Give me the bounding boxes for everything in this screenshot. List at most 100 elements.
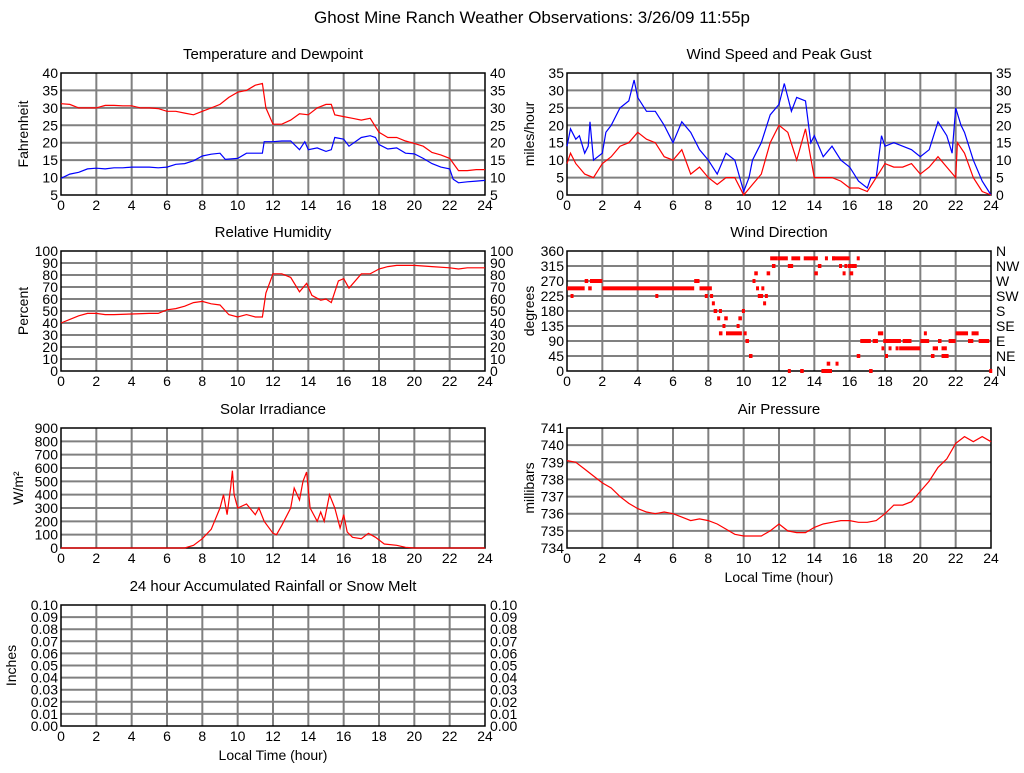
- x-tick-label: 8: [198, 373, 206, 389]
- y-tick-label: 90: [548, 333, 564, 349]
- y-tick-label-right: 5: [490, 187, 498, 203]
- compass-label: S: [996, 303, 1005, 319]
- y-tick-label: 70: [42, 279, 58, 295]
- x-tick-label: 20: [407, 373, 423, 389]
- y-tick-label-right: 60: [490, 291, 506, 307]
- wind-direction-mark: [844, 264, 848, 268]
- x-tick-label: 4: [128, 373, 136, 389]
- x-tick-label: 16: [842, 373, 858, 389]
- y-axis-label: Fahrenheit: [15, 100, 31, 167]
- wind-direction-mark: [748, 354, 753, 358]
- y-tick-label: 10: [548, 152, 564, 168]
- y-axis-label: Percent: [15, 287, 31, 335]
- x-tick-label: 24: [477, 728, 493, 744]
- x-tick-label: 14: [807, 373, 823, 389]
- y-tick-label: 45: [548, 348, 564, 364]
- wind-direction-mark: [711, 301, 715, 306]
- wind-direction-mark: [724, 316, 728, 321]
- y-tick-label-right: 100: [490, 243, 514, 259]
- wind-direction-mark: [847, 264, 852, 268]
- wind-direction-mark: [849, 271, 854, 276]
- wind-direction-mark: [756, 286, 760, 291]
- wind-direction-mark: [761, 286, 765, 291]
- wind-direction-mark: [885, 354, 888, 358]
- x-tick-label: 18: [371, 197, 387, 213]
- wind-direction-mark: [877, 331, 884, 336]
- wind-direction-mark: [941, 346, 947, 351]
- compass-label: NE: [996, 348, 1015, 364]
- y-tick-label-right: 0.04: [490, 670, 517, 686]
- x-tick-label: 20: [913, 197, 929, 213]
- y-tick-label: 0.05: [31, 658, 58, 674]
- y-tick-label: 30: [42, 327, 58, 343]
- x-tick-label: 0: [57, 197, 65, 213]
- y-tick-label: 80: [42, 267, 58, 283]
- series-line-1: [60, 135, 486, 184]
- wind-direction-mark: [839, 264, 843, 268]
- x-tick-label: 18: [371, 550, 387, 566]
- y-tick-label: 500: [35, 473, 59, 489]
- x-tick-label: 2: [598, 197, 606, 213]
- wind-direction-mark: [923, 331, 927, 336]
- plot-frame: [566, 250, 992, 372]
- wind-direction-mark: [872, 339, 878, 343]
- x-tick-label: 0: [57, 550, 65, 566]
- x-tick-label: 4: [634, 197, 642, 213]
- y-tick-label: 15: [548, 135, 564, 151]
- y-tick-label: 0.09: [31, 609, 58, 625]
- wind-direction-mark: [741, 309, 745, 313]
- x-tick-label: 8: [704, 550, 712, 566]
- y-axis-label: degrees: [521, 286, 537, 337]
- y-tick-label-right: 0: [490, 363, 498, 379]
- y-tick-label: 0.06: [31, 645, 58, 661]
- x-tick-label: 12: [265, 197, 281, 213]
- y-tick-label: 100: [35, 527, 59, 543]
- chart-title: Relative Humidity: [215, 224, 332, 241]
- x-tick-label: 16: [842, 550, 858, 566]
- wind-direction-mark: [717, 316, 721, 321]
- x-tick-label: 0: [57, 728, 65, 744]
- y-tick-label-right: 10: [490, 170, 506, 186]
- wind-direction-mark: [971, 331, 979, 336]
- y-tick-label: 270: [541, 273, 565, 289]
- y-tick-label: 300: [35, 500, 59, 516]
- x-tick-label: 8: [198, 728, 206, 744]
- x-tick-label: 8: [704, 197, 712, 213]
- wind-direction-mark: [704, 294, 708, 298]
- y-tick-label: 0.00: [31, 718, 58, 734]
- y-tick-label-right: 15: [996, 135, 1012, 151]
- y-tick-label: 25: [42, 117, 58, 133]
- x-tick-label: 16: [336, 373, 352, 389]
- y-tick-label: 0.01: [31, 706, 58, 722]
- x-tick-label: 0: [57, 373, 65, 389]
- x-tick-label: 22: [442, 728, 458, 744]
- y-tick-label-right: 5: [996, 170, 1004, 186]
- y-tick-label: 15: [42, 152, 58, 168]
- x-tick-label: 14: [301, 550, 317, 566]
- wind-direction-mark: [699, 286, 712, 291]
- wind-direction-mark: [771, 264, 776, 268]
- wind-direction-mark: [968, 339, 974, 343]
- y-tick-label: 600: [35, 460, 59, 476]
- y-tick-label: 100: [35, 243, 59, 259]
- y-tick-label-right: 35: [490, 82, 506, 98]
- y-tick-label-right: 0.06: [490, 645, 517, 661]
- x-tick-label: 0: [563, 197, 571, 213]
- x-tick-label: 16: [336, 728, 352, 744]
- x-tick-label: 6: [163, 550, 171, 566]
- y-tick-label-right: 20: [490, 339, 506, 355]
- y-tick-label-right: 0.07: [490, 633, 517, 649]
- wind-direction-mark: [948, 339, 956, 343]
- wind-direction-mark: [817, 264, 822, 268]
- wind-direction-mark: [881, 346, 885, 351]
- y-tick-label-right: 0.03: [490, 682, 517, 698]
- wind-direction-mark: [932, 346, 938, 351]
- y-tick-label: 60: [42, 291, 58, 307]
- y-tick-label-right: 0.05: [490, 658, 517, 674]
- wind-direction-mark: [888, 346, 892, 351]
- x-tick-label: 10: [736, 550, 752, 566]
- x-tick-label: 10: [230, 373, 246, 389]
- wind-direction-mark: [902, 339, 912, 343]
- x-tick-label: 4: [634, 373, 642, 389]
